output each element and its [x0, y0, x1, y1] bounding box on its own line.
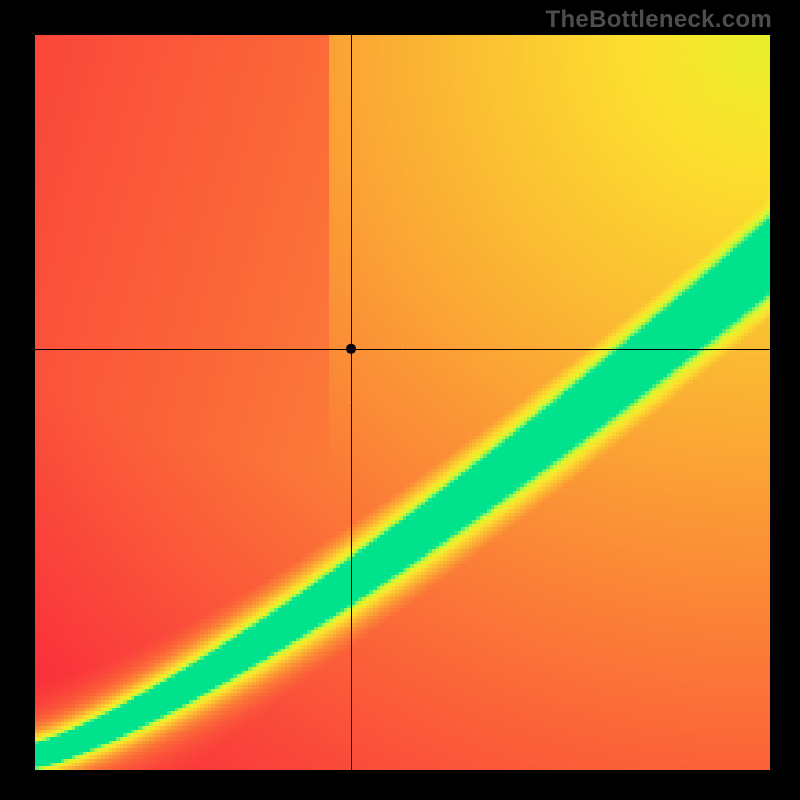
bottleneck-heatmap [0, 0, 800, 800]
watermark: TheBottleneck.com [546, 6, 772, 34]
